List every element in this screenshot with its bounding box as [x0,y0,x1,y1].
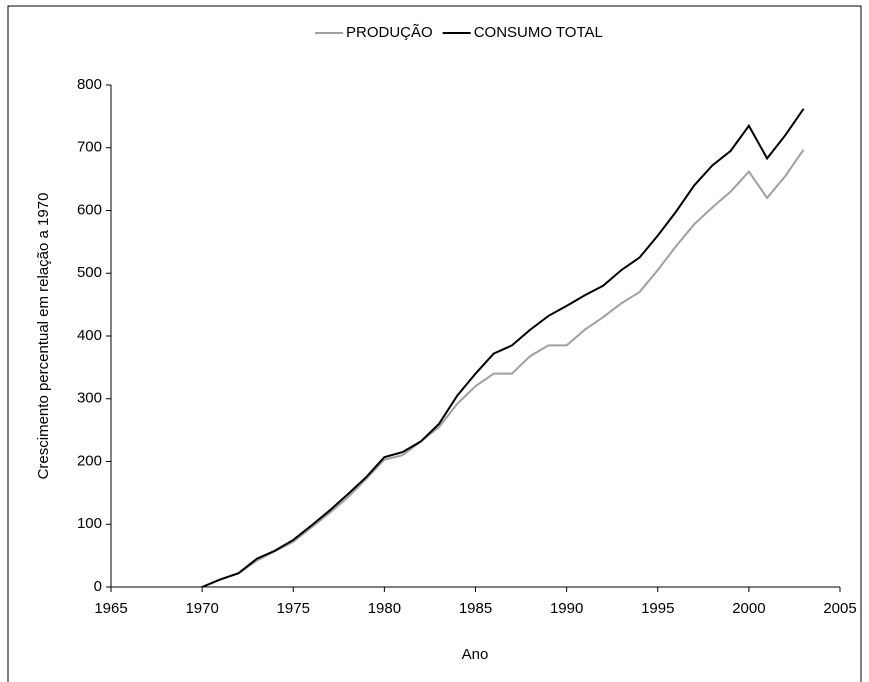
y-tick-label: 800 [77,76,102,93]
legend-label: CONSUMO TOTAL [474,24,603,41]
series-line [201,108,805,588]
y-tick-label: 300 [77,390,102,407]
x-tick-label: 1975 [277,600,310,617]
series-line [201,149,805,588]
y-tick-label: 600 [77,201,102,218]
y-tick-label: 500 [77,264,102,281]
y-tick-label: 400 [77,327,102,344]
x-tick-label: 1970 [185,600,218,617]
y-tick-label: 0 [94,578,102,595]
x-tick-label: 1965 [94,600,127,617]
x-tick-label: 1985 [459,600,492,617]
x-tick-label: 2005 [823,600,856,617]
x-tick-label: 1980 [368,600,401,617]
y-axis-label: Crescimento percentual em relação a 1970 [35,193,52,480]
legend-label: PRODUÇÃO [346,24,433,41]
frame [7,5,862,682]
x-tick-label: 1990 [550,600,583,617]
x-tick-label: 2000 [732,600,765,617]
x-tick-label: 1995 [641,600,674,617]
y-tick-label: 700 [77,139,102,156]
x-axis-label: Ano [462,646,489,663]
y-tick-label: 200 [77,452,102,469]
y-tick-label: 100 [77,515,102,532]
